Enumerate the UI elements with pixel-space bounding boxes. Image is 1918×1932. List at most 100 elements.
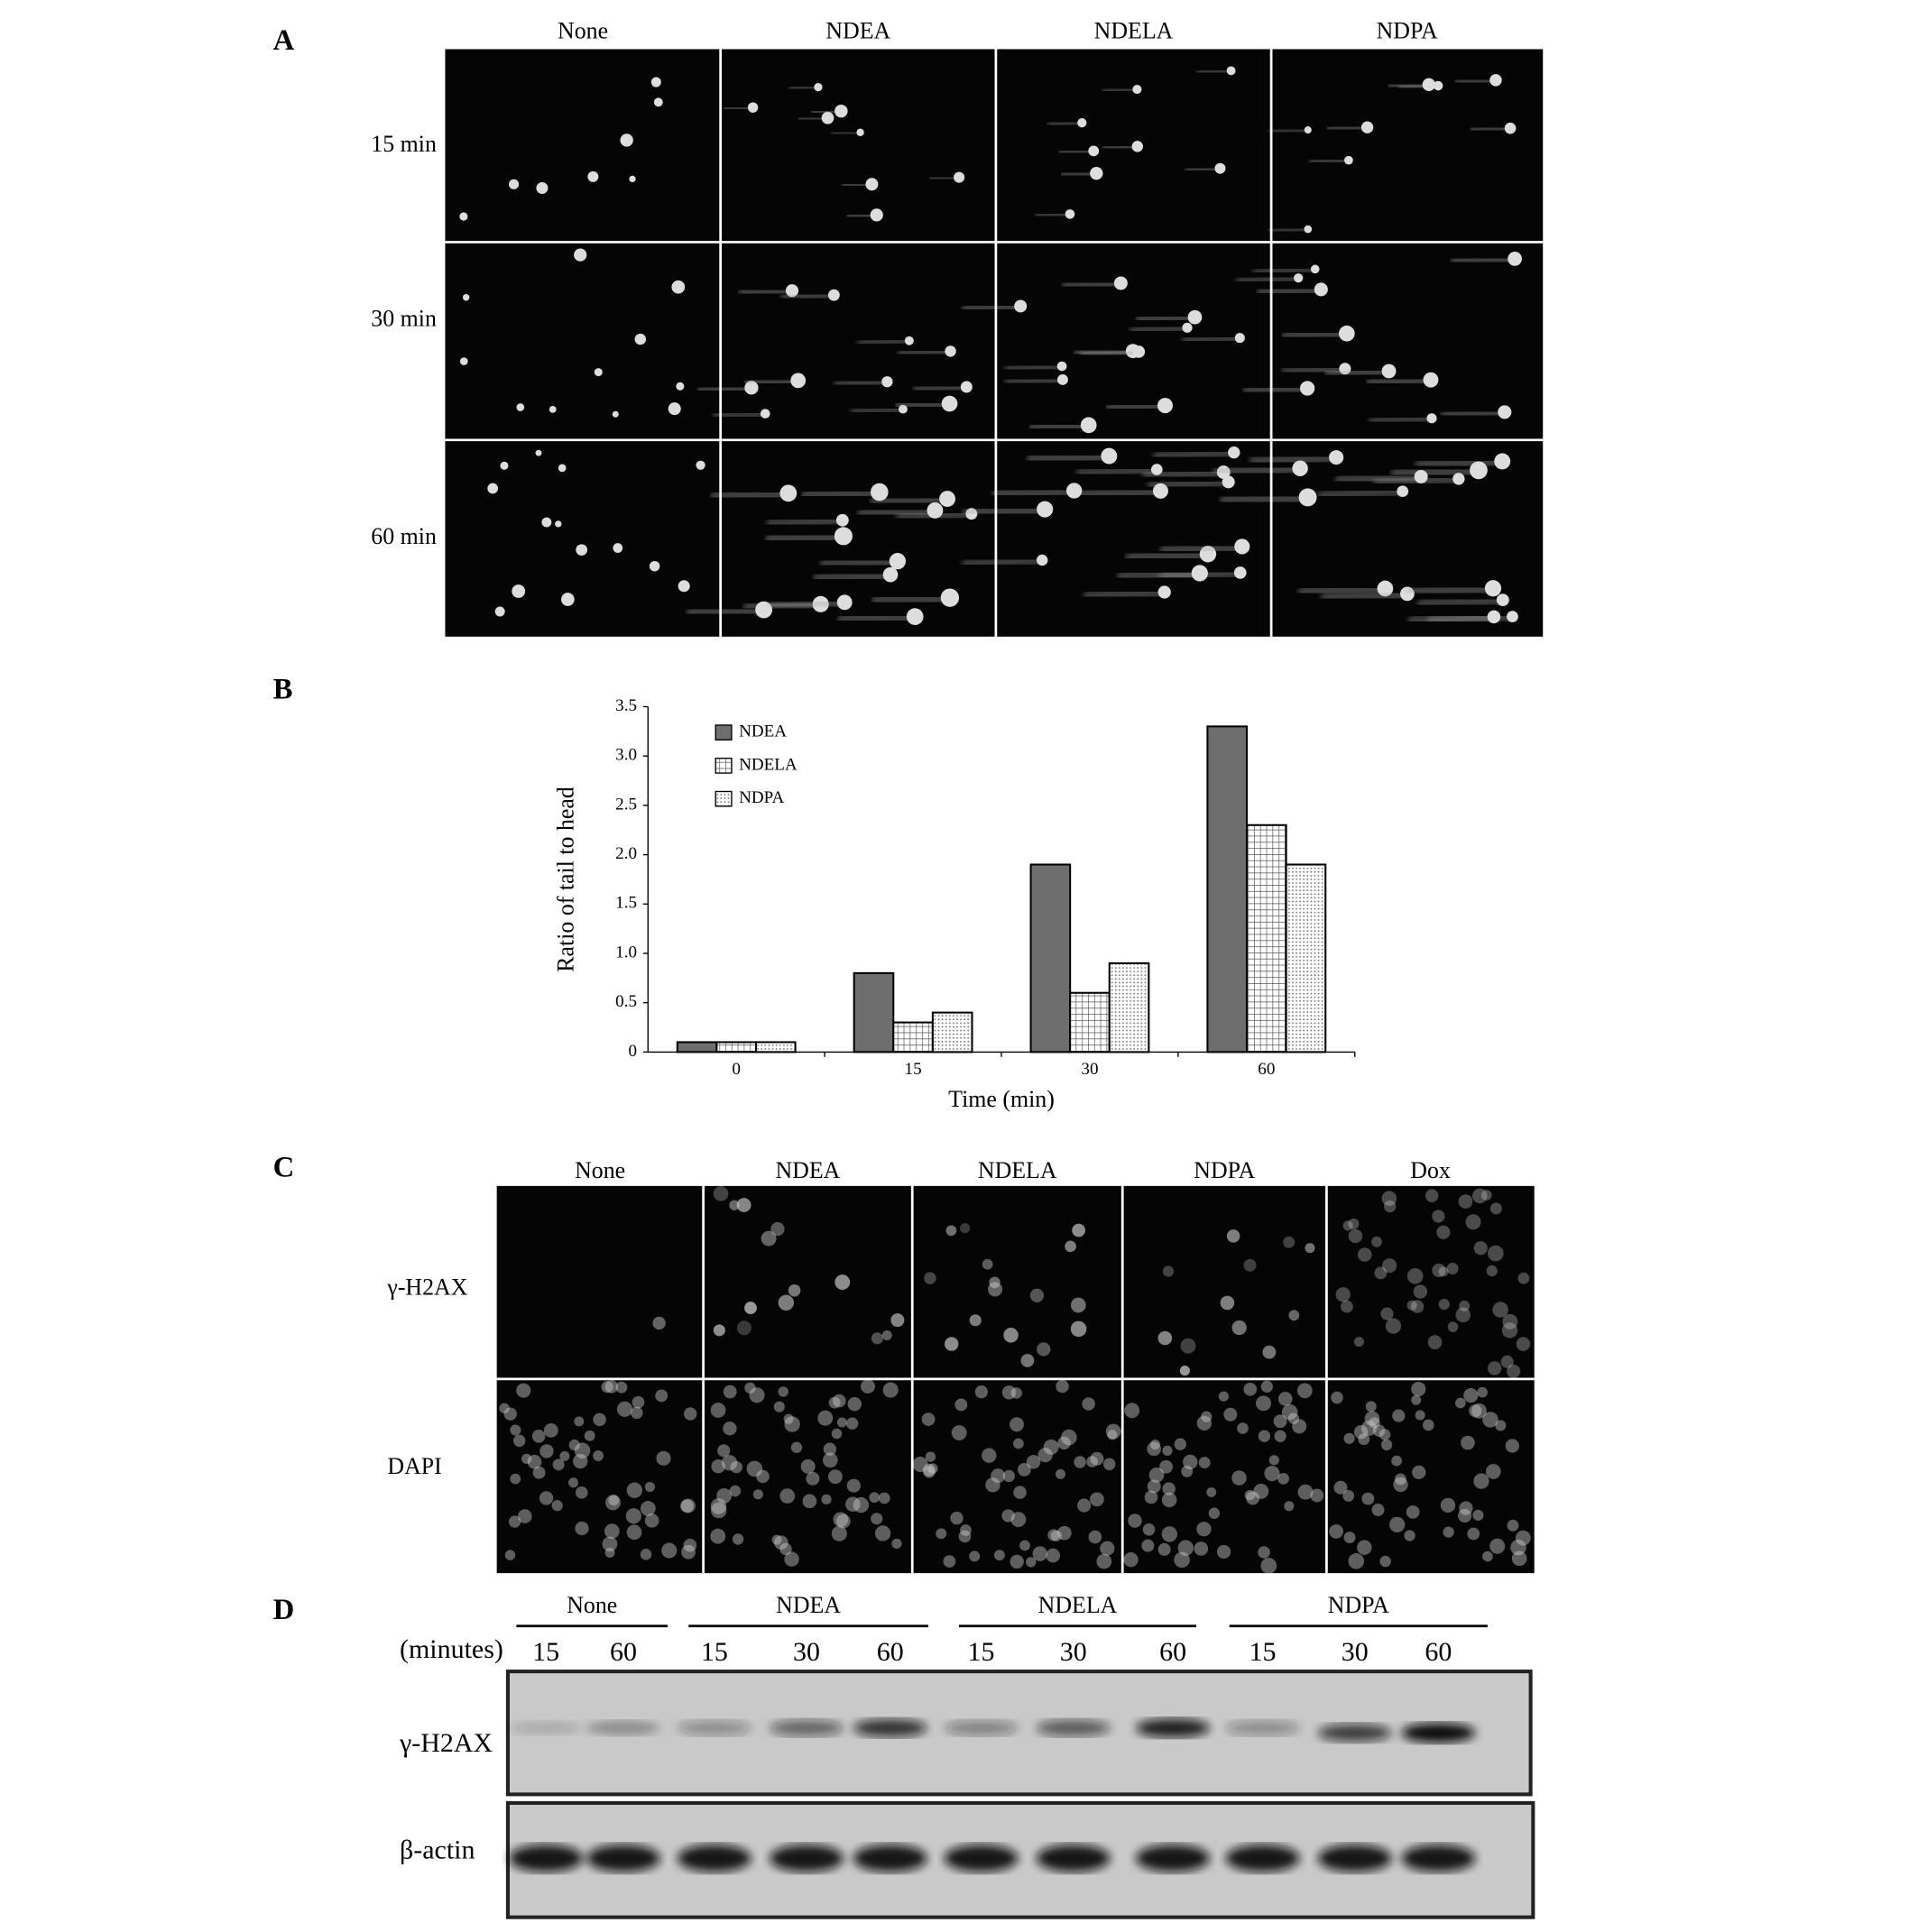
nucleus <box>744 1382 756 1394</box>
nucleus <box>1046 1548 1061 1563</box>
comet-head <box>535 449 542 456</box>
nucleus <box>1458 1194 1473 1209</box>
nucleus <box>1055 1468 1065 1479</box>
nucleus <box>1342 1220 1353 1231</box>
nucleus <box>833 1512 849 1527</box>
comet-head <box>500 461 509 470</box>
micrograph-bg <box>496 1378 704 1574</box>
comet-head <box>1037 501 1054 518</box>
nucleus <box>1144 1490 1158 1504</box>
nucleus <box>1100 1541 1115 1556</box>
comet-head <box>1056 361 1067 372</box>
comet-head <box>870 208 883 222</box>
nucleus <box>778 1294 795 1311</box>
nucleus <box>1480 1190 1492 1201</box>
comet-head <box>836 594 853 611</box>
comet-head <box>889 553 907 570</box>
comet-head <box>650 77 661 87</box>
nucleus <box>1010 1554 1024 1569</box>
nucleus <box>835 1513 851 1529</box>
nucleus <box>574 1416 585 1427</box>
comet-tail <box>961 300 1026 315</box>
nucleus <box>1010 1512 1027 1528</box>
nucleus <box>923 1466 936 1478</box>
comet-tail <box>1440 406 1510 421</box>
nucleus <box>847 1396 862 1412</box>
nucleus <box>575 1521 589 1536</box>
comet-tail <box>1046 119 1086 129</box>
band <box>509 1845 584 1872</box>
nucleus <box>661 1542 678 1559</box>
nucleus <box>827 1469 843 1485</box>
lane-label: 15 <box>968 1637 995 1667</box>
nucleus <box>832 1394 846 1408</box>
comet-head <box>1065 483 1083 499</box>
band <box>1317 1724 1392 1743</box>
nucleus <box>626 1482 642 1498</box>
nucleus <box>1465 1214 1481 1230</box>
nucleus <box>1371 1236 1382 1247</box>
lane-label: 15 <box>701 1637 728 1667</box>
comet-head <box>1433 80 1443 91</box>
comet-tail <box>1079 346 1144 360</box>
column-header: NDEA <box>825 18 890 44</box>
nucleus <box>568 1439 580 1451</box>
comet-head <box>881 376 893 388</box>
nucleus <box>773 1401 785 1412</box>
nucleus <box>1194 1541 1209 1556</box>
nucleus <box>552 1458 565 1471</box>
nucleus <box>1471 1403 1488 1419</box>
comet-tail <box>766 515 848 529</box>
nucleus <box>1002 1469 1016 1483</box>
comet-tail <box>1365 373 1437 390</box>
nucleus <box>925 1451 936 1462</box>
comet-head <box>1157 585 1171 599</box>
band <box>853 1718 927 1737</box>
nucleus <box>723 1421 737 1436</box>
nucleus <box>922 1463 936 1477</box>
bar <box>853 971 895 1053</box>
comet-tail <box>1405 581 1500 600</box>
comet-tail <box>1195 67 1235 77</box>
comet-tail <box>1297 582 1392 600</box>
nucleus <box>1226 1229 1240 1243</box>
nucleus <box>679 1499 694 1513</box>
nucleus <box>1013 1486 1027 1499</box>
comet-head <box>1157 398 1174 414</box>
nucleus <box>969 1550 981 1562</box>
comet-tail <box>1416 594 1508 610</box>
nucleus <box>710 1403 726 1418</box>
x-tick-label: 60 <box>1258 1060 1275 1079</box>
comet-head <box>927 501 944 519</box>
comet-head <box>1222 475 1235 489</box>
nucleus <box>1082 1397 1095 1411</box>
nucleus <box>1495 1420 1507 1431</box>
nucleus <box>985 1477 1000 1493</box>
band <box>586 1845 660 1872</box>
comet-head <box>512 584 526 598</box>
nucleus <box>874 1525 891 1541</box>
comet-tail <box>1242 382 1314 398</box>
nucleus <box>1501 1322 1518 1339</box>
nucleus <box>1220 1295 1235 1311</box>
nucleus <box>1369 1417 1380 1429</box>
comet-head <box>1065 209 1075 219</box>
nucleus <box>1243 1258 1257 1272</box>
nucleus <box>778 1386 788 1397</box>
nucleus <box>1342 1490 1355 1502</box>
nucleus <box>1277 1473 1289 1485</box>
comet-tail <box>871 590 958 609</box>
nucleus <box>508 1515 521 1528</box>
nucleus <box>510 1473 521 1485</box>
comet-tail <box>712 409 770 420</box>
nucleus <box>518 1509 532 1523</box>
nucleus <box>1141 1539 1155 1552</box>
nucleus <box>1287 1412 1300 1424</box>
nucleus <box>1072 1223 1085 1237</box>
comet-head <box>696 460 705 470</box>
column-header: Dox <box>1410 1157 1451 1183</box>
nucleus <box>602 1536 618 1552</box>
y-tick-label: 3.5 <box>615 696 637 715</box>
nucleus <box>644 1513 659 1528</box>
micrograph-bg <box>1271 49 1544 243</box>
